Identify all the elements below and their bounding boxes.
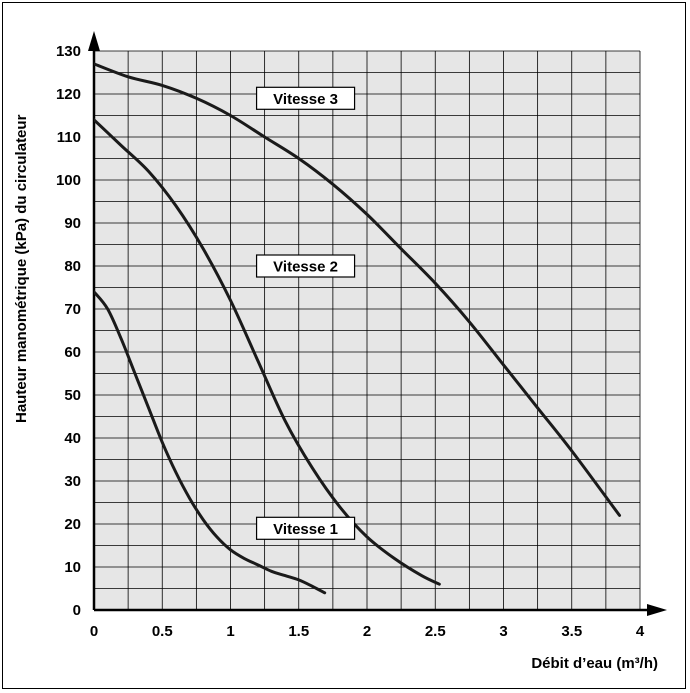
grid — [94, 50, 641, 610]
x-tick-label: 4 — [636, 623, 645, 640]
x-tick-label: 3 — [499, 623, 507, 640]
curve-label-box — [255, 86, 356, 110]
x-axis-title: Débit d’eau (m³/h) — [531, 655, 658, 672]
curve-label-box — [255, 254, 356, 278]
y-tick-label: 110 — [57, 129, 81, 146]
y-tick-label: 100 — [56, 172, 81, 189]
curve-labels: Vitesse 3 Vitesse 2 Vitesse 1 — [255, 86, 356, 540]
pump-curve-chart: Vitesse 3 Vitesse 2 Vitesse 1 0 0.5 1 1.5 2 2.5… — [13, 31, 667, 672]
curve-label-text: Vitesse 2 — [273, 259, 338, 276]
x-axis-arrow — [647, 604, 667, 616]
y-tick-label: 20 — [64, 516, 81, 533]
y-axis-arrow — [88, 31, 100, 51]
y-tick-label: 90 — [64, 215, 81, 232]
y-tick-label: 50 — [64, 387, 81, 404]
tick-labels: 0 0.5 1 1.5 2 2.5 3 3.5 401020304050607080901001… — [56, 43, 645, 640]
curve-label-vitesse-3: Vitesse 3 — [255, 86, 356, 110]
y-tick-label: 70 — [64, 301, 81, 318]
y-tick-label: 10 — [64, 559, 81, 576]
x-tick-label: 0 — [90, 623, 98, 640]
x-tick-label: 2 — [363, 623, 371, 640]
curve-label-text: Vitesse 1 — [273, 521, 338, 538]
curve-label-vitesse-1: Vitesse 1 — [255, 516, 356, 540]
y-tick-label: 0 — [73, 602, 81, 619]
x-tick-label: 3.5 — [561, 623, 582, 640]
x-tick-label: 0.5 — [152, 623, 173, 640]
curve-label-text: Vitesse 3 — [273, 91, 338, 108]
series-line-vitesse-1 — [94, 290, 327, 595]
y-tick-label: 80 — [64, 258, 81, 275]
series-line-vitesse-2 — [94, 118, 441, 586]
x-tick-label: 2.5 — [425, 623, 446, 640]
x-tick-label: 1.5 — [288, 623, 309, 640]
y-tick-label: 60 — [64, 344, 81, 361]
y-axis-title: Hauteur manométrique (kPa) du circulateu… — [13, 114, 30, 423]
axes — [88, 31, 667, 616]
y-tick-label: 40 — [64, 430, 81, 447]
y-tick-label: 120 — [56, 86, 81, 103]
y-tick-label: 30 — [64, 473, 81, 490]
y-tick-label: 130 — [56, 43, 81, 60]
curves — [94, 62, 622, 595]
curve-label-box — [255, 516, 356, 540]
curve-label-vitesse-2: Vitesse 2 — [255, 254, 356, 278]
x-tick-label: 1 — [226, 623, 234, 640]
series-line-vitesse-3 — [94, 62, 622, 517]
